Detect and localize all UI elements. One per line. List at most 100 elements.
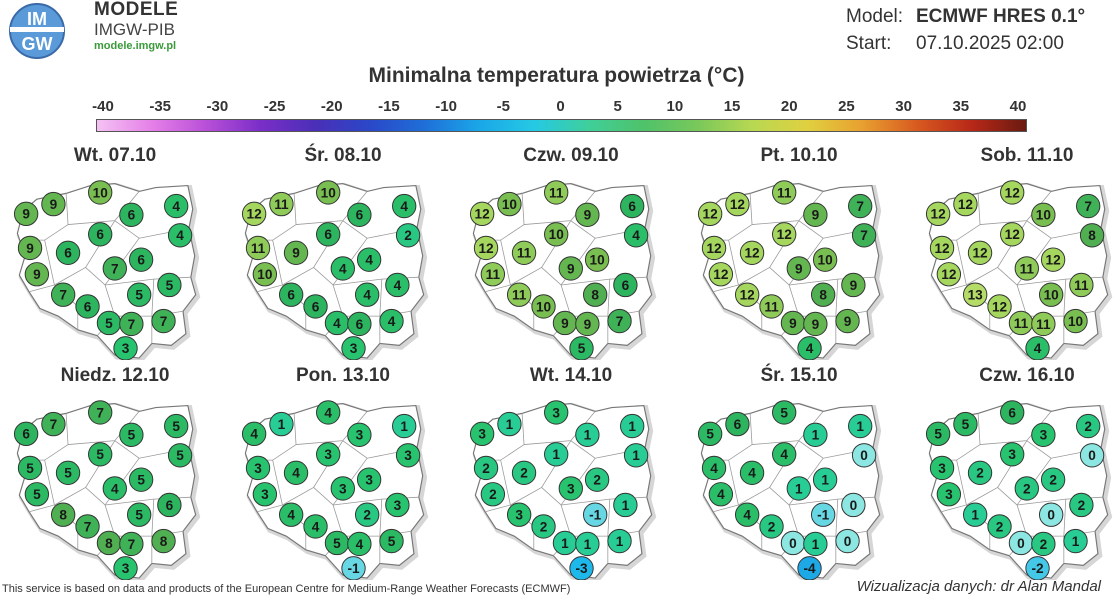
station-circle [241,421,267,447]
station-circle [356,247,382,272]
station-marker: 6 [725,411,750,437]
station-temperature: 3 [261,487,269,502]
station-circle [786,476,811,501]
station-marker: 0 [835,528,860,554]
station-marker: 6 [613,272,638,298]
station-marker: 11 [1031,311,1056,337]
station-marker: 7 [119,311,144,337]
station-circle [316,222,341,247]
station-temperature: 5 [388,534,396,549]
station-circle [607,528,632,554]
station-temperature: 5 [172,419,180,434]
station-temperature: 3 [350,341,358,356]
station-marker: 12 [1000,180,1025,205]
forecast-panel: Pon. 13.10 4 1 4 3 1 3 4 3 3 3 3 3 4 4 2 3 5 4 5 -1 [233,365,433,580]
voivodeship-border [524,411,596,445]
station-temperature: 2 [1078,498,1086,513]
station-temperature: -1 [347,561,360,576]
station-circle [803,202,828,227]
station-temperature: 9 [812,317,820,332]
station-circle [569,556,594,580]
station-marker: 9 [13,201,39,227]
station-marker: 5 [126,282,152,307]
forecast-panel: Czw. 09.10 12 10 11 9 6 12 11 10 4 11 9 10 11 10 8 6 9 9 7 5 [461,145,661,360]
station-circle [1000,180,1025,205]
station-temperature: 3 [356,428,364,443]
station-marker: 12 [469,201,495,227]
station-circle [803,311,828,337]
station-circle [385,492,410,518]
station-circle [341,556,366,580]
station-circle [506,502,532,527]
panel-date: Wt. 14.10 [529,365,613,386]
station-marker: 3 [341,336,366,360]
forecast-panel: Sob. 11.10 12 12 12 10 7 12 12 12 8 12 11 12 13 12 10 11… [917,145,1113,360]
station-temperature: 7 [128,537,136,552]
station-temperature: 4 [743,508,751,523]
station-marker: 11 [511,240,537,265]
station-circle [347,311,372,337]
station-marker: 12 [708,262,734,287]
colorbar-tick-label: -25 [263,98,286,115]
station-marker: 5 [96,310,122,336]
colorbar-tick-label: 0 [556,98,565,115]
station-marker: 5 [128,467,154,492]
station-temperature: 2 [489,487,497,502]
station-circle [544,400,569,425]
station-circle [810,282,836,307]
station-marker: 4 [772,442,797,467]
station-circle [925,421,951,447]
station-circle [354,502,380,527]
station-marker: 6 [620,193,645,219]
forecast-panel: Pt. 10.10 12 12 11 9 7 12 12 12 7 12 9 10 12 11 8 9 9 9 9 4 [689,145,889,360]
station-circle [379,528,404,554]
station-circle [734,502,760,527]
station-marker: 1 [552,530,578,556]
station-marker: 10 [316,180,341,205]
station-circle [803,422,828,447]
station-circle [385,272,410,298]
station-marker: 9 [575,311,600,337]
station-temperature: 8 [591,288,599,303]
station-marker: 2 [1076,413,1101,439]
station-marker: 4 [167,223,193,248]
station-temperature: 2 [593,473,601,488]
station-marker: 5 [379,528,404,554]
station-marker: 1 [392,413,417,439]
station-temperature: 2 [363,508,371,523]
station-temperature: 12 [934,241,950,256]
station-marker: 11 [506,282,532,307]
station-marker: 12 [936,262,962,287]
station-marker: 3 [558,476,583,501]
station-temperature: 11 [777,185,792,200]
station-marker: 1 [803,531,828,557]
station-circle [772,442,797,467]
station-circle [347,531,372,557]
station-temperature: 4 [365,253,373,268]
brand-url-link[interactable]: modele.imgw.pl [94,40,177,52]
station-temperature: 12 [740,288,756,303]
station-circle [786,256,811,281]
station-temperature: -2 [1031,561,1044,576]
station-temperature: 6 [96,227,104,242]
station-circle [725,191,750,217]
station-circle [497,411,522,437]
station-circle [1025,336,1050,360]
station-marker: 1 [613,492,638,518]
station-temperature: 6 [64,246,72,261]
brand-title: MODELE [94,0,179,20]
station-marker: 3 [1031,422,1056,447]
start-value: 07.10.2025 02:00 [916,33,1064,54]
station-temperature: 2 [482,461,490,476]
station-temperature: 6 [356,317,364,332]
station-circle [13,421,39,447]
station-marker: 11 [269,191,294,217]
station-temperature: 1 [856,419,864,434]
station-temperature: 5 [706,427,714,442]
station-circle [1038,282,1064,307]
station-temperature: 3 [339,481,347,496]
station-circle [810,502,836,527]
station-temperature: 7 [860,228,868,243]
